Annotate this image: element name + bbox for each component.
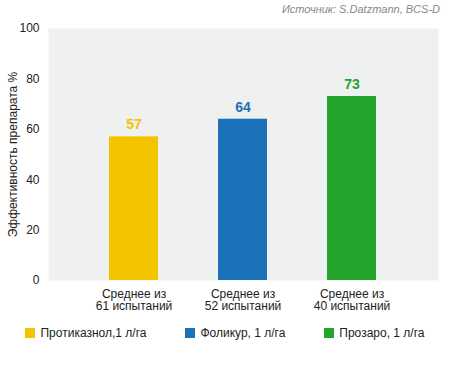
html-text:Фоликур, 1 л/га: Фоликур, 1 л/га [200, 326, 286, 340]
html-text:Источник: S.Datzmann, BCS-D: Источник: S.Datzmann, BCS-D [281, 3, 440, 15]
svg-text:40: 40 [26, 173, 40, 187]
svg-text:100: 100 [19, 21, 39, 35]
svg-text:Среднее из61 испытаний: Среднее из61 испытаний [96, 287, 173, 313]
svg-text:Среднее из52 испытаний: Среднее из52 испытаний [205, 287, 282, 313]
svg-text:80: 80 [26, 72, 40, 86]
svg-text:20: 20 [26, 223, 40, 237]
svg-text:60: 60 [26, 122, 40, 136]
svg-text:57: 57 [126, 116, 142, 132]
svg-text:Эффективность препарата %: Эффективность препарата % [6, 71, 20, 237]
svg-text:Среднее из40 испытаний: Среднее из40 испытаний [314, 287, 391, 313]
svg-text:64: 64 [235, 99, 251, 115]
html-text:Протиказнол,1 л/га: Протиказнол,1 л/га [40, 326, 147, 340]
svg-text:0: 0 [33, 273, 40, 287]
html-text:Прозаро, 1 л/га: Прозаро, 1 л/га [339, 326, 425, 340]
svg-text:73: 73 [344, 76, 360, 92]
